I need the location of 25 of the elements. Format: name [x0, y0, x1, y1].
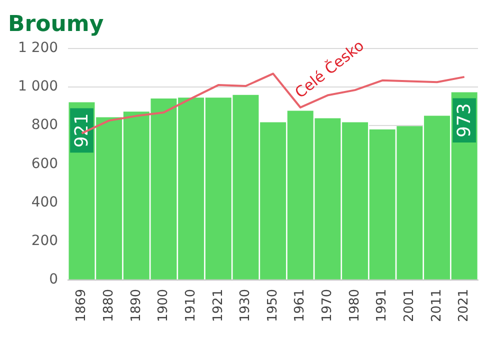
- data-label: 973: [454, 103, 476, 138]
- x-tick-label: 1880: [101, 288, 116, 322]
- x-tick-label: 1910: [183, 288, 198, 322]
- x-tick-label: 2021: [456, 288, 472, 322]
- x-tick-label: 1900: [156, 288, 172, 322]
- x-tick-label: 1921: [210, 288, 226, 322]
- x-tick-label: 1890: [128, 288, 144, 322]
- x-tick-label: 1991: [374, 288, 390, 322]
- y-tick-label: 600: [31, 156, 58, 172]
- chart-title: Broumy: [8, 12, 104, 37]
- y-tick-label: 400: [31, 194, 58, 210]
- x-tick-label: 1970: [320, 288, 336, 322]
- y-tick-label: 0: [49, 272, 58, 288]
- y-tick-label: 800: [31, 117, 58, 134]
- data-label: 921: [71, 113, 92, 148]
- x-tick-label: 1869: [74, 288, 90, 322]
- x-tick-label: 2001: [402, 288, 418, 322]
- y-tick-label: 200: [31, 232, 58, 249]
- x-tick-label: 2011: [429, 288, 444, 322]
- y-tick-label: 1 200: [18, 40, 58, 56]
- x-tick-label: 1961: [292, 288, 308, 322]
- x-tick-label: 1980: [347, 288, 362, 322]
- x-tick-label: 1950: [265, 288, 280, 322]
- y-tick-label: 1 000: [18, 78, 58, 95]
- x-tick-label: 1930: [238, 288, 254, 322]
